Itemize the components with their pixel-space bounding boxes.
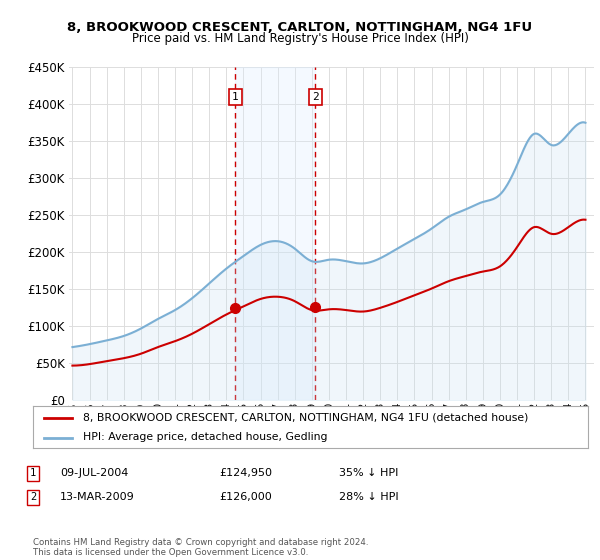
Text: Contains HM Land Registry data © Crown copyright and database right 2024.
This d: Contains HM Land Registry data © Crown c… bbox=[33, 538, 368, 557]
Bar bbox=[235, 67, 315, 400]
Text: 8, BROOKWOOD CRESCENT, CARLTON, NOTTINGHAM, NG4 1FU (detached house): 8, BROOKWOOD CRESCENT, CARLTON, NOTTINGH… bbox=[83, 413, 529, 423]
Text: 35% ↓ HPI: 35% ↓ HPI bbox=[339, 468, 398, 478]
Text: 28% ↓ HPI: 28% ↓ HPI bbox=[339, 492, 398, 502]
Text: Price paid vs. HM Land Registry's House Price Index (HPI): Price paid vs. HM Land Registry's House … bbox=[131, 32, 469, 45]
Text: 1: 1 bbox=[30, 468, 36, 478]
Text: 09-JUL-2004: 09-JUL-2004 bbox=[60, 468, 128, 478]
Text: 8, BROOKWOOD CRESCENT, CARLTON, NOTTINGHAM, NG4 1FU: 8, BROOKWOOD CRESCENT, CARLTON, NOTTINGH… bbox=[67, 21, 533, 34]
Text: 13-MAR-2009: 13-MAR-2009 bbox=[60, 492, 135, 502]
Text: HPI: Average price, detached house, Gedling: HPI: Average price, detached house, Gedl… bbox=[83, 432, 328, 442]
Text: 2: 2 bbox=[312, 92, 319, 102]
Text: 1: 1 bbox=[232, 92, 239, 102]
Text: £126,000: £126,000 bbox=[219, 492, 272, 502]
Text: £124,950: £124,950 bbox=[219, 468, 272, 478]
Text: 2: 2 bbox=[30, 492, 36, 502]
